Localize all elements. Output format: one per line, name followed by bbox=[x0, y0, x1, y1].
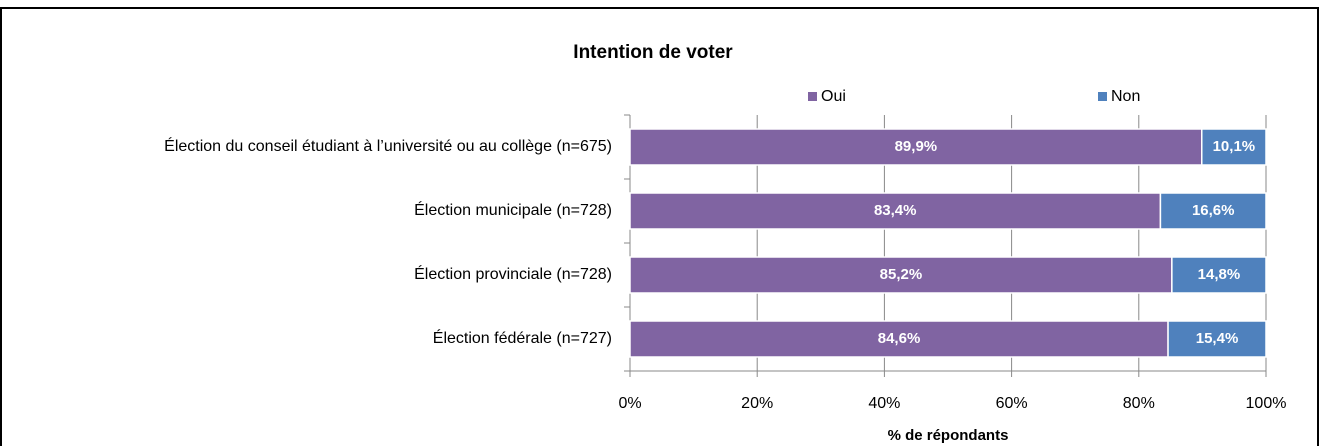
legend-label: Non bbox=[1111, 88, 1140, 105]
legend-label: Oui bbox=[821, 88, 846, 105]
bar-segment bbox=[1171, 256, 1267, 294]
x-tick-label: 100% bbox=[1246, 395, 1287, 412]
x-tick-label: 0% bbox=[618, 395, 641, 412]
value-label: 16,6% bbox=[1192, 202, 1235, 219]
x-axis-title: % de répondants bbox=[888, 427, 1009, 444]
bar-segment bbox=[1201, 128, 1267, 166]
value-label: 85,2% bbox=[880, 266, 923, 283]
x-tick-label: 80% bbox=[1123, 395, 1155, 412]
bar-segment bbox=[1159, 192, 1267, 230]
value-label: 83,4% bbox=[874, 202, 917, 219]
bar-segment bbox=[629, 128, 1203, 166]
value-label: 14,8% bbox=[1198, 266, 1241, 283]
y-tick-label: Élection municipale (n=728) bbox=[414, 200, 612, 219]
chart-title: Intention de voter bbox=[573, 42, 733, 63]
value-label: 15,4% bbox=[1196, 330, 1239, 347]
legend-swatch bbox=[1098, 92, 1107, 101]
legend-swatch bbox=[808, 92, 817, 101]
value-label: 84,6% bbox=[878, 330, 921, 347]
value-label: 89,9% bbox=[895, 138, 938, 155]
x-tick-label: 60% bbox=[996, 395, 1028, 412]
x-tick-label: 40% bbox=[868, 395, 900, 412]
bar-segment bbox=[629, 192, 1162, 230]
frame bbox=[0, 7, 1319, 446]
bar-segment bbox=[1167, 320, 1267, 358]
y-tick-label: Élection fédérale (n=727) bbox=[433, 328, 612, 347]
y-tick-label: Élection du conseil étudiant à l’univers… bbox=[164, 136, 612, 155]
x-tick-label: 20% bbox=[741, 395, 773, 412]
y-tick-label: Élection provinciale (n=728) bbox=[414, 264, 612, 283]
value-label: 10,1% bbox=[1213, 138, 1256, 155]
